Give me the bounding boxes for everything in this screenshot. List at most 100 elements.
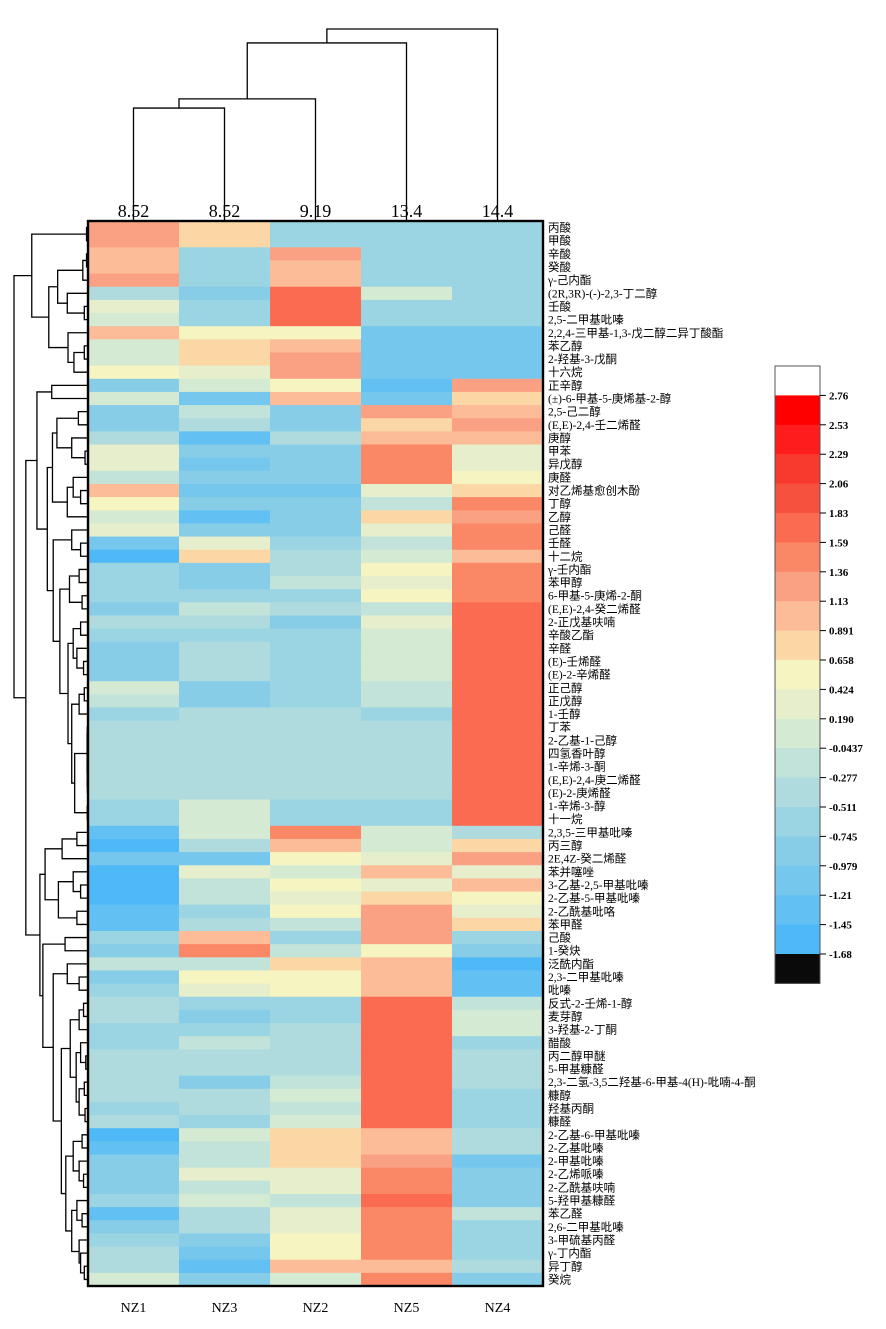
heatmap-cell [179,1233,271,1248]
row-label: 甲酸 [548,234,571,248]
row-label: (E)-2-庚烯醛 [548,786,611,800]
heatmap-cell [179,641,271,656]
heatmap-cell [88,812,180,827]
heatmap-cell [361,1088,453,1103]
row-label: 3-乙基-2,5-甲基吡嗪 [548,879,649,892]
heatmap-cell [270,273,362,288]
dendrogram-branch [57,269,83,304]
heatmap-cell [361,562,453,577]
heatmap-cell [179,654,271,669]
heatmap-cell [88,694,180,709]
heatmap-cell [452,668,544,682]
heatmap-cell [88,681,180,695]
heatmap-cell [270,1220,362,1235]
heatmap-cell [88,1141,180,1156]
heatmap-cell [179,339,271,354]
heatmap-cell [179,852,271,866]
heatmap-cell [452,1023,544,1037]
legend-swatch [775,542,820,573]
heatmap-cell [361,1180,453,1195]
heatmap-cell [361,523,453,538]
heatmap-cell [361,378,453,393]
heatmap-cell [270,470,362,485]
heatmap-cell [88,996,180,1011]
heatmap-cell [270,654,362,669]
dendrogram-branch [56,417,79,449]
heatmap-cell [179,1220,271,1235]
heatmap-cell [88,326,180,340]
legend-tick-label: 2.06 [829,479,849,491]
heatmap-cell [452,786,544,801]
heatmap-cell [88,1246,180,1261]
heatmap-cell [270,773,362,787]
heatmap-cell [88,917,180,932]
heatmap-cell [270,917,362,932]
heatmap-cell [452,720,544,735]
heatmap-cell [361,1167,453,1182]
heatmap-cell [270,1023,362,1037]
heatmap-cell [88,707,180,722]
legend-tick-label: -0.979 [829,861,858,873]
heatmap-cell [361,799,453,814]
heatmap-cell [270,313,362,327]
heatmap-cell [270,483,362,498]
heatmap-cell [361,668,453,682]
row-label: 己酸 [548,931,571,945]
dendrogram-branch [61,838,88,860]
heatmap-cell [179,536,271,551]
dendrogram-branch [66,963,88,985]
heatmap-cell [270,760,362,774]
heatmap-cell [88,799,180,814]
heatmap-cell [270,865,362,880]
row-label: 1-辛烯-3-酮 [548,760,606,774]
column-labels: NZ1 NZ3 NZ2 NZ5 NZ4 [121,1301,511,1316]
dendrogram-branch [75,1051,81,1103]
column-label: NZ4 [485,1301,511,1316]
row-label: 吡嗪 [548,984,571,997]
heatmap-cell [270,852,362,866]
heatmap-cell [361,786,453,801]
heatmap-cell [452,602,544,617]
heatmap-cell [361,326,453,340]
heatmap-cell [270,825,362,840]
dendrogram-branch [69,1019,80,1078]
heatmap-cell [452,1193,544,1208]
heatmap-cell [452,562,544,577]
heatmap-cell [88,1128,180,1142]
heatmap-cell [270,957,362,972]
heatmap-cell [88,352,180,367]
heatmap-cell [270,352,362,367]
heatmap-cell [88,1259,180,1274]
row-label: 5-羟甲基糠醛 [548,1194,616,1208]
heatmap-cell [179,904,271,919]
heatmap-cell [270,286,362,301]
heatmap-cell [179,1062,271,1077]
heatmap-cell [88,1062,180,1077]
row-label: 辛酸乙酯 [548,628,594,642]
dendrogram-branch [78,976,88,991]
heatmap-cell [452,878,544,893]
heatmap-cell [88,865,180,880]
heatmap-cell [270,549,362,564]
heatmap-cell [361,917,453,932]
legend-tick-label: 1.83 [829,508,849,520]
row-label: 2,3,5-三甲基吡嗪 [548,826,633,839]
heatmap-cell [270,720,362,735]
heatmap-cell [452,891,544,906]
heatmap-cell [179,497,271,511]
heatmap-cell [452,654,544,669]
heatmap-cell [88,470,180,485]
row-labels: 丙酸甲酸辛酸癸酸γ-己内酯(2R,3R)-(-)-2,3-丁二醇壬酸2,5-二甲… [547,221,756,1287]
row-label: 羟基丙酮 [548,1102,594,1116]
heatmap-cell [179,247,271,262]
heatmap-cell [361,931,453,945]
column-dendrogram [132,28,499,220]
heatmap-cell [179,1207,271,1221]
heatmap-cell [270,589,362,603]
heatmap-cell [270,1246,362,1261]
heatmap-cell [452,760,544,774]
heatmap-cell [179,1246,271,1261]
dendrogram-branch [246,42,408,220]
heatmap-cell [452,681,544,695]
heatmap-cell [88,1036,180,1050]
